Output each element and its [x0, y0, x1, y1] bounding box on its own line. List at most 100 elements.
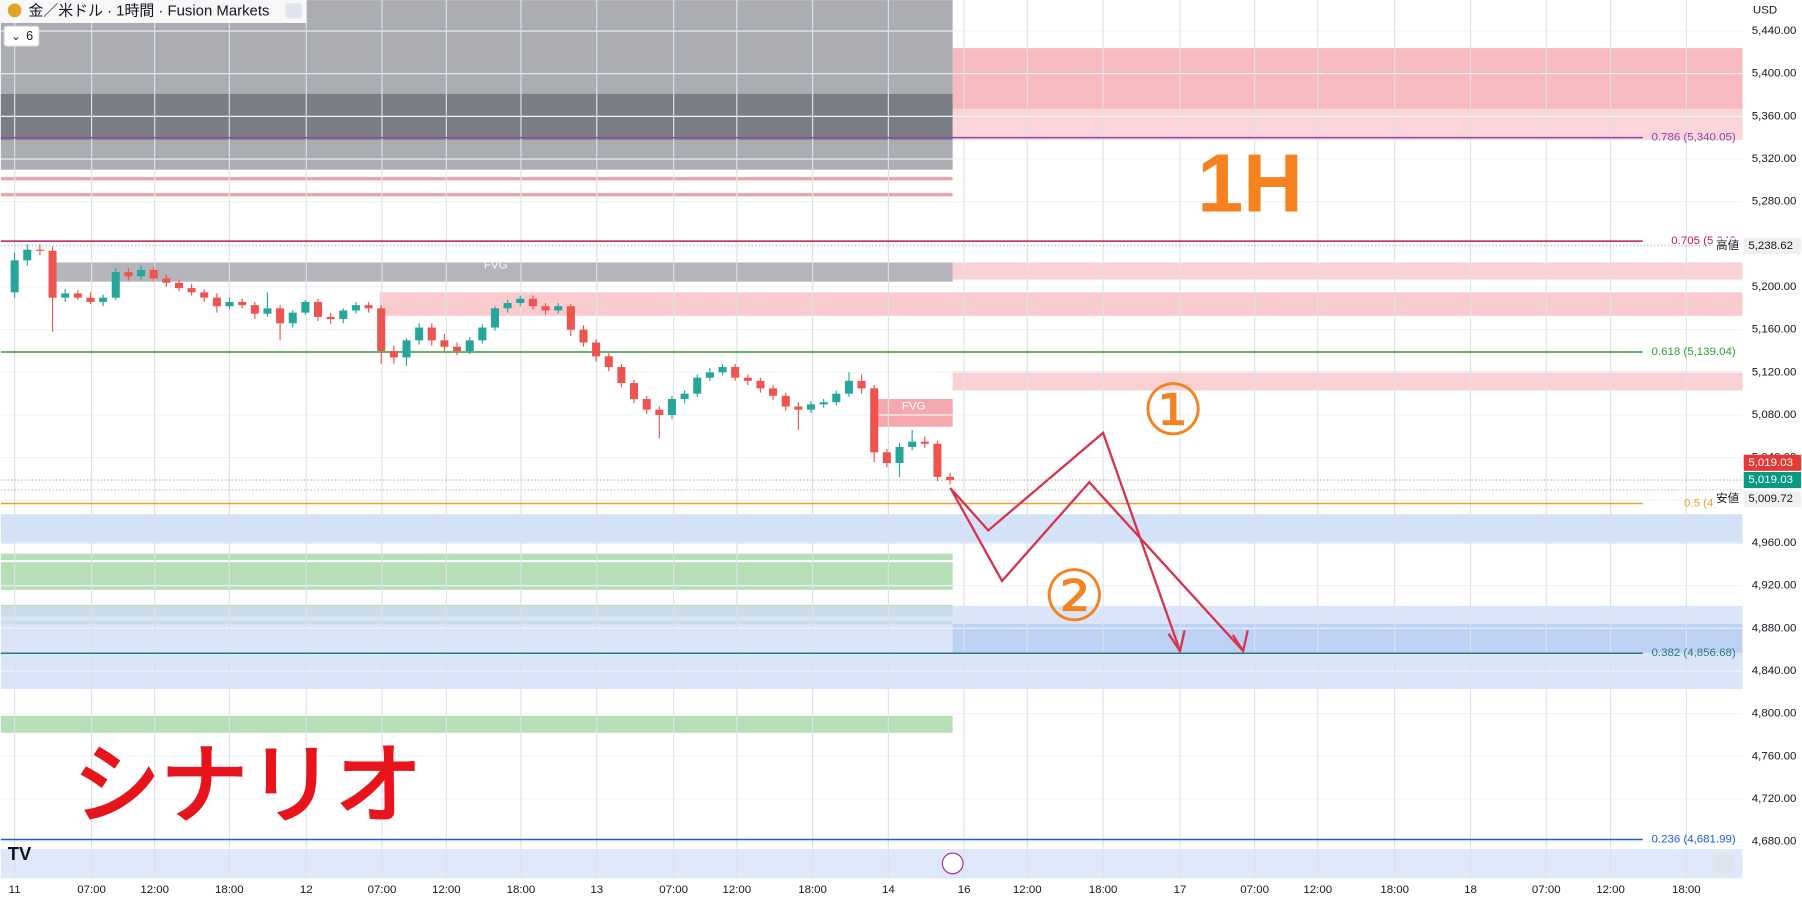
x-tick-label: 12:00	[1013, 884, 1042, 896]
zone	[952, 48, 1743, 109]
x-tick-label: 12:00	[140, 884, 169, 896]
candle-body	[339, 310, 348, 320]
zone	[0, 849, 1743, 879]
candle-body	[769, 388, 778, 396]
y-tick-label: 4,680.00	[1752, 836, 1797, 848]
candle-body	[377, 308, 386, 352]
x-tick-label: 18:00	[1089, 884, 1118, 896]
candle-body	[250, 305, 259, 314]
candle-body	[124, 272, 133, 277]
price-tag-note: 安値	[1716, 491, 1739, 505]
candle-body	[276, 308, 285, 324]
candle-body	[389, 351, 398, 358]
zone	[0, 715, 953, 733]
candle-body	[149, 269, 158, 279]
x-tick-label: 07:00	[77, 884, 106, 896]
candle-body	[415, 327, 424, 341]
scenario-1-label: ①	[1141, 371, 1205, 450]
candle-body	[743, 377, 752, 381]
candle-body	[440, 340, 449, 347]
x-tick-label: 18:00	[215, 884, 244, 896]
price-tag-label: 5,019.03	[1748, 457, 1793, 469]
zones	[0, 0, 1743, 879]
fib-label: 0.618 (5,139.04)	[1652, 346, 1736, 358]
scenario-path-1	[949, 430, 1182, 652]
candle-body	[579, 329, 588, 343]
zone	[0, 193, 953, 197]
x-tick-label: 12:00	[722, 884, 751, 896]
candle-body	[427, 327, 436, 341]
indicators-toggle[interactable]	[3, 25, 40, 47]
candle-body	[592, 342, 601, 357]
candle-body	[187, 288, 196, 293]
candles	[10, 244, 955, 485]
candle-body	[554, 306, 563, 311]
scenario-2-label: ②	[1042, 557, 1106, 636]
symbol-title[interactable]: 金／米ドル · 1時間 · Fusion Markets	[28, 2, 269, 19]
zone	[379, 292, 1743, 316]
candle-body	[301, 301, 310, 313]
candle-body	[137, 269, 146, 277]
logo: TV	[8, 843, 32, 864]
candle-body	[731, 367, 740, 378]
x-tick-label: 12:00	[432, 884, 461, 896]
candle-body	[680, 393, 689, 400]
fib-label: 0.236 (4,681.99)	[1652, 834, 1736, 846]
fib-label: 0.5 (4,997	[1684, 498, 1736, 510]
timeframe-label: 1H	[1197, 136, 1303, 229]
event-icon[interactable]	[941, 852, 964, 875]
price-axis	[1742, 0, 1802, 899]
flag-icon[interactable]	[1713, 853, 1735, 874]
candle-body	[794, 406, 803, 410]
x-tick-label: 13	[590, 884, 603, 896]
x-tick-label: 12:00	[1596, 884, 1625, 896]
candle-body	[832, 393, 841, 403]
price-tag-label: 5,009.72	[1748, 493, 1793, 505]
collapse-button[interactable]	[285, 3, 302, 19]
y-tick-label: 4,840.00	[1752, 665, 1797, 677]
symbol-icon	[7, 3, 22, 18]
y-tick-label: 5,160.00	[1752, 324, 1797, 336]
y-tick-label: 5,200.00	[1752, 281, 1797, 293]
candle-body	[807, 404, 816, 410]
candle-body	[566, 306, 575, 330]
y-tick-label: 4,720.00	[1752, 793, 1797, 805]
candle-body	[604, 356, 613, 368]
y-tick-label: 5,400.00	[1752, 68, 1797, 80]
zone	[0, 514, 1743, 545]
candle-body	[642, 399, 651, 410]
x-tick-label: 18:00	[1380, 884, 1409, 896]
y-tick-label: 5,320.00	[1752, 153, 1797, 165]
zone	[55, 262, 953, 282]
x-tick-label: 11	[9, 884, 21, 896]
candle-body	[351, 305, 360, 311]
y-tick-label: 5,280.00	[1752, 196, 1797, 208]
zone	[952, 108, 1743, 140]
price-tag	[1743, 491, 1802, 508]
fib-label: 0.786 (5,340.05)	[1652, 132, 1736, 144]
arrow-head	[1231, 630, 1249, 654]
y-tick-label: 4,800.00	[1752, 708, 1797, 720]
candle-body	[819, 402, 828, 405]
price-tag-note-bg	[1712, 491, 1743, 508]
candle-body	[326, 316, 335, 320]
fvg-label: FVG	[484, 259, 508, 271]
candle-body	[10, 260, 19, 293]
candle-body	[200, 292, 209, 298]
candle-body	[503, 303, 512, 309]
x-tick-label: 07:00	[368, 884, 397, 896]
x-tick-label: 14	[882, 884, 895, 896]
scenario-label: シナリオ	[73, 737, 422, 834]
candle-body	[528, 298, 537, 307]
x-tick-label: 18:00	[798, 884, 827, 896]
axis-labels: 4,680.00 4,720.00 4,760.00 4,800.00 4,840.00…	[0, 25, 1802, 896]
fib-label: 0.382 (4,856.68)	[1652, 647, 1736, 659]
candle-body	[933, 443, 942, 477]
candle-body	[844, 380, 853, 394]
indicator-count: 6	[26, 29, 33, 43]
candle-body	[162, 278, 171, 283]
candle-body	[946, 476, 955, 481]
candle-body	[111, 272, 120, 298]
currency[interactable]: USD	[1753, 4, 1777, 16]
